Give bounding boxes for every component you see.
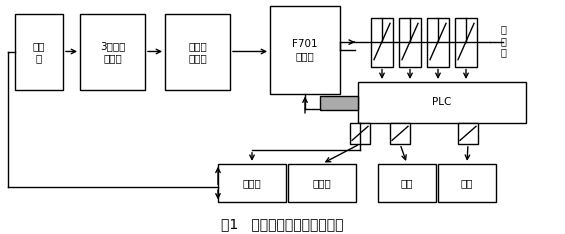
- Text: 释袋: 释袋: [460, 178, 473, 188]
- Bar: [458, 123, 478, 144]
- Text: 传感器
和算板: 传感器 和算板: [188, 41, 207, 63]
- Bar: [455, 18, 477, 67]
- Bar: [80, 14, 145, 90]
- Bar: [358, 82, 526, 123]
- Text: 3个传感
器并联: 3个传感 器并联: [100, 41, 125, 63]
- Text: 汽缸: 汽缸: [401, 178, 413, 188]
- Bar: [427, 18, 449, 67]
- Text: PLC: PLC: [432, 97, 451, 107]
- Text: 大料门: 大料门: [242, 178, 262, 188]
- Text: 维
电
器: 维 电 器: [500, 24, 506, 58]
- Bar: [350, 123, 370, 144]
- Bar: [165, 14, 230, 90]
- Text: F701
控制器: F701 控制器: [292, 39, 318, 61]
- Bar: [218, 164, 286, 202]
- Bar: [399, 18, 421, 67]
- Text: 称料
斗: 称料 斗: [33, 41, 45, 63]
- Text: 小料门: 小料门: [312, 178, 332, 188]
- Bar: [15, 14, 63, 90]
- Bar: [270, 6, 340, 94]
- Text: 图1   改进后的控制回路示意图: 图1 改进后的控制回路示意图: [221, 218, 344, 232]
- Bar: [378, 164, 436, 202]
- Bar: [320, 96, 358, 110]
- Bar: [390, 123, 410, 144]
- Bar: [288, 164, 356, 202]
- Bar: [371, 18, 393, 67]
- Bar: [438, 164, 496, 202]
